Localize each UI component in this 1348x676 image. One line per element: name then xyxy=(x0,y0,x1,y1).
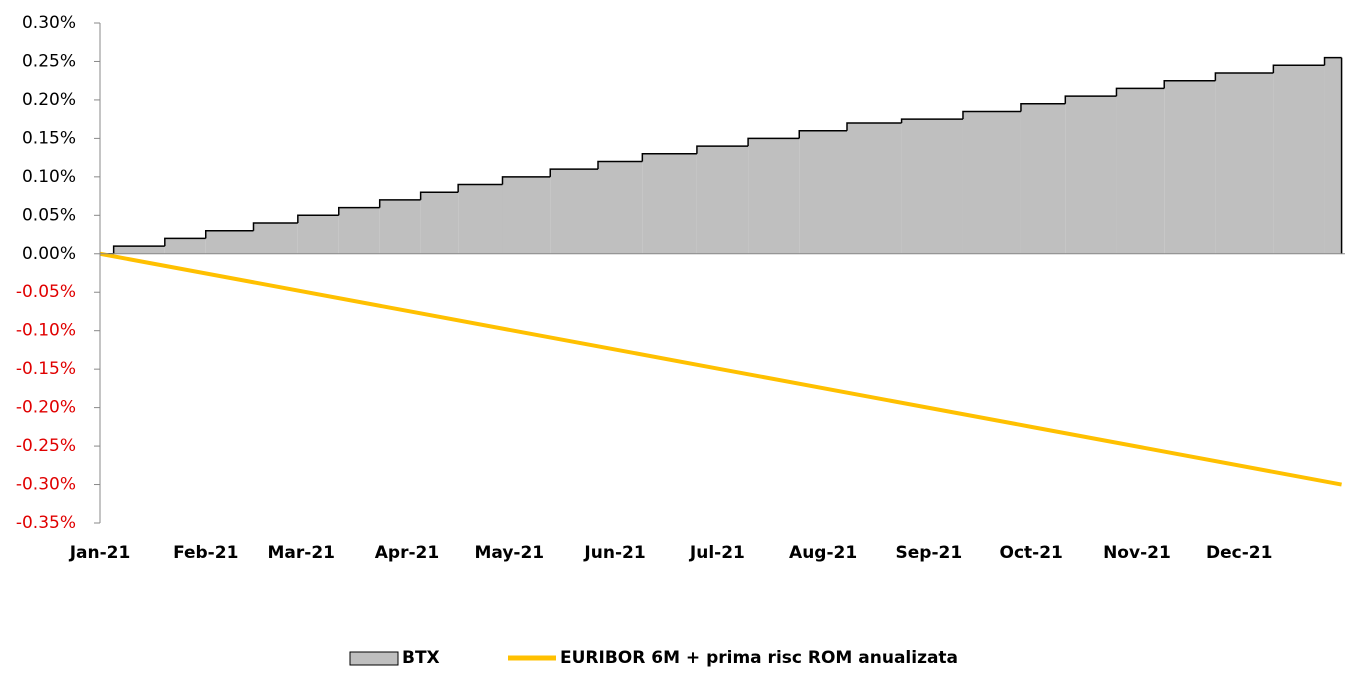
y-tick-label: 0.10% xyxy=(22,167,76,187)
step-outline xyxy=(252,222,298,231)
step-outline xyxy=(1323,56,1342,66)
y-tick-label: -0.10% xyxy=(16,321,76,341)
step-outline xyxy=(1064,95,1117,104)
step-outline xyxy=(297,214,339,223)
x-tick-label: Apr-21 xyxy=(375,543,439,563)
area-step xyxy=(502,176,551,254)
step-outline xyxy=(457,183,503,193)
y-tick-label: -0.20% xyxy=(16,398,76,418)
step-outline xyxy=(338,206,380,216)
area-step xyxy=(1273,65,1325,254)
area-step xyxy=(962,111,1021,254)
area-step xyxy=(1065,96,1117,254)
step-outline xyxy=(846,122,902,131)
step-outline xyxy=(549,168,598,177)
area-step xyxy=(901,119,963,254)
x-tick-label: Dec-21 xyxy=(1206,543,1272,563)
area-step xyxy=(379,199,421,254)
step-outline xyxy=(962,110,1021,120)
y-tick-label: -0.35% xyxy=(16,513,76,533)
area-step xyxy=(847,123,902,254)
x-tick-label: Sep-21 xyxy=(896,543,963,563)
area-step xyxy=(338,207,380,254)
x-tick-label: Jun-21 xyxy=(583,543,645,563)
step-outline xyxy=(1115,87,1165,97)
area-step xyxy=(1020,103,1066,254)
y-tick-label: 0.30% xyxy=(22,13,76,33)
step-outline xyxy=(112,245,165,254)
x-tick-label: Oct-21 xyxy=(1000,543,1063,563)
y-tick-label: 0.25% xyxy=(22,51,76,71)
area-step xyxy=(420,192,459,254)
area-step xyxy=(748,138,800,254)
x-tick-label: Aug-21 xyxy=(789,543,857,563)
step-outline xyxy=(641,153,697,162)
y-tick-label: 0.15% xyxy=(22,128,76,148)
x-tick-label: Jul-21 xyxy=(689,543,745,563)
area-step xyxy=(1215,73,1274,254)
area-step xyxy=(253,223,298,254)
x-tick-label: Jan-21 xyxy=(69,543,131,563)
x-tick-label: Nov-21 xyxy=(1103,543,1171,563)
y-tick-label: 0.20% xyxy=(22,90,76,110)
x-tick-label: Feb-21 xyxy=(173,543,238,563)
area-step xyxy=(1164,80,1216,254)
legend-label: BTX xyxy=(402,648,440,668)
step-outline xyxy=(378,199,421,208)
area-step xyxy=(1324,57,1342,254)
step-outline xyxy=(747,137,800,147)
step-outline xyxy=(419,191,459,200)
y-tick-label: 0.00% xyxy=(22,244,76,264)
step-outline xyxy=(900,118,963,123)
area-step xyxy=(799,130,847,254)
step-outline xyxy=(1020,103,1066,112)
area-step xyxy=(164,238,206,254)
area-step xyxy=(205,230,254,254)
area-step xyxy=(696,146,749,254)
x-tick-label: May-21 xyxy=(474,543,544,563)
area-step xyxy=(550,169,598,254)
legend-swatch xyxy=(349,651,399,666)
step-outline xyxy=(501,176,551,185)
line xyxy=(99,251,1342,487)
step-outline xyxy=(696,145,749,154)
step-outline xyxy=(798,129,847,139)
y-tick-label: -0.15% xyxy=(16,359,76,379)
step-outline xyxy=(1163,79,1216,89)
area-step xyxy=(458,184,503,254)
y-tick-label: -0.05% xyxy=(16,282,76,302)
area-step xyxy=(598,161,643,254)
y-tick-label: 0.05% xyxy=(22,205,76,225)
step-outline xyxy=(597,160,643,170)
step-outline xyxy=(204,229,254,239)
area-step xyxy=(642,153,697,254)
area-step xyxy=(1116,88,1165,254)
y-tick-label: -0.30% xyxy=(16,475,76,495)
x-tick-label: Mar-21 xyxy=(267,543,335,563)
step-outline xyxy=(1272,64,1325,73)
area-step xyxy=(297,215,339,254)
legend-label: EURIBOR 6M + prima risc ROM anualizata xyxy=(560,648,958,668)
step-outline xyxy=(1214,72,1274,81)
y-tick-label: -0.25% xyxy=(16,436,76,456)
step-outline xyxy=(164,237,206,247)
area-step xyxy=(113,246,165,254)
